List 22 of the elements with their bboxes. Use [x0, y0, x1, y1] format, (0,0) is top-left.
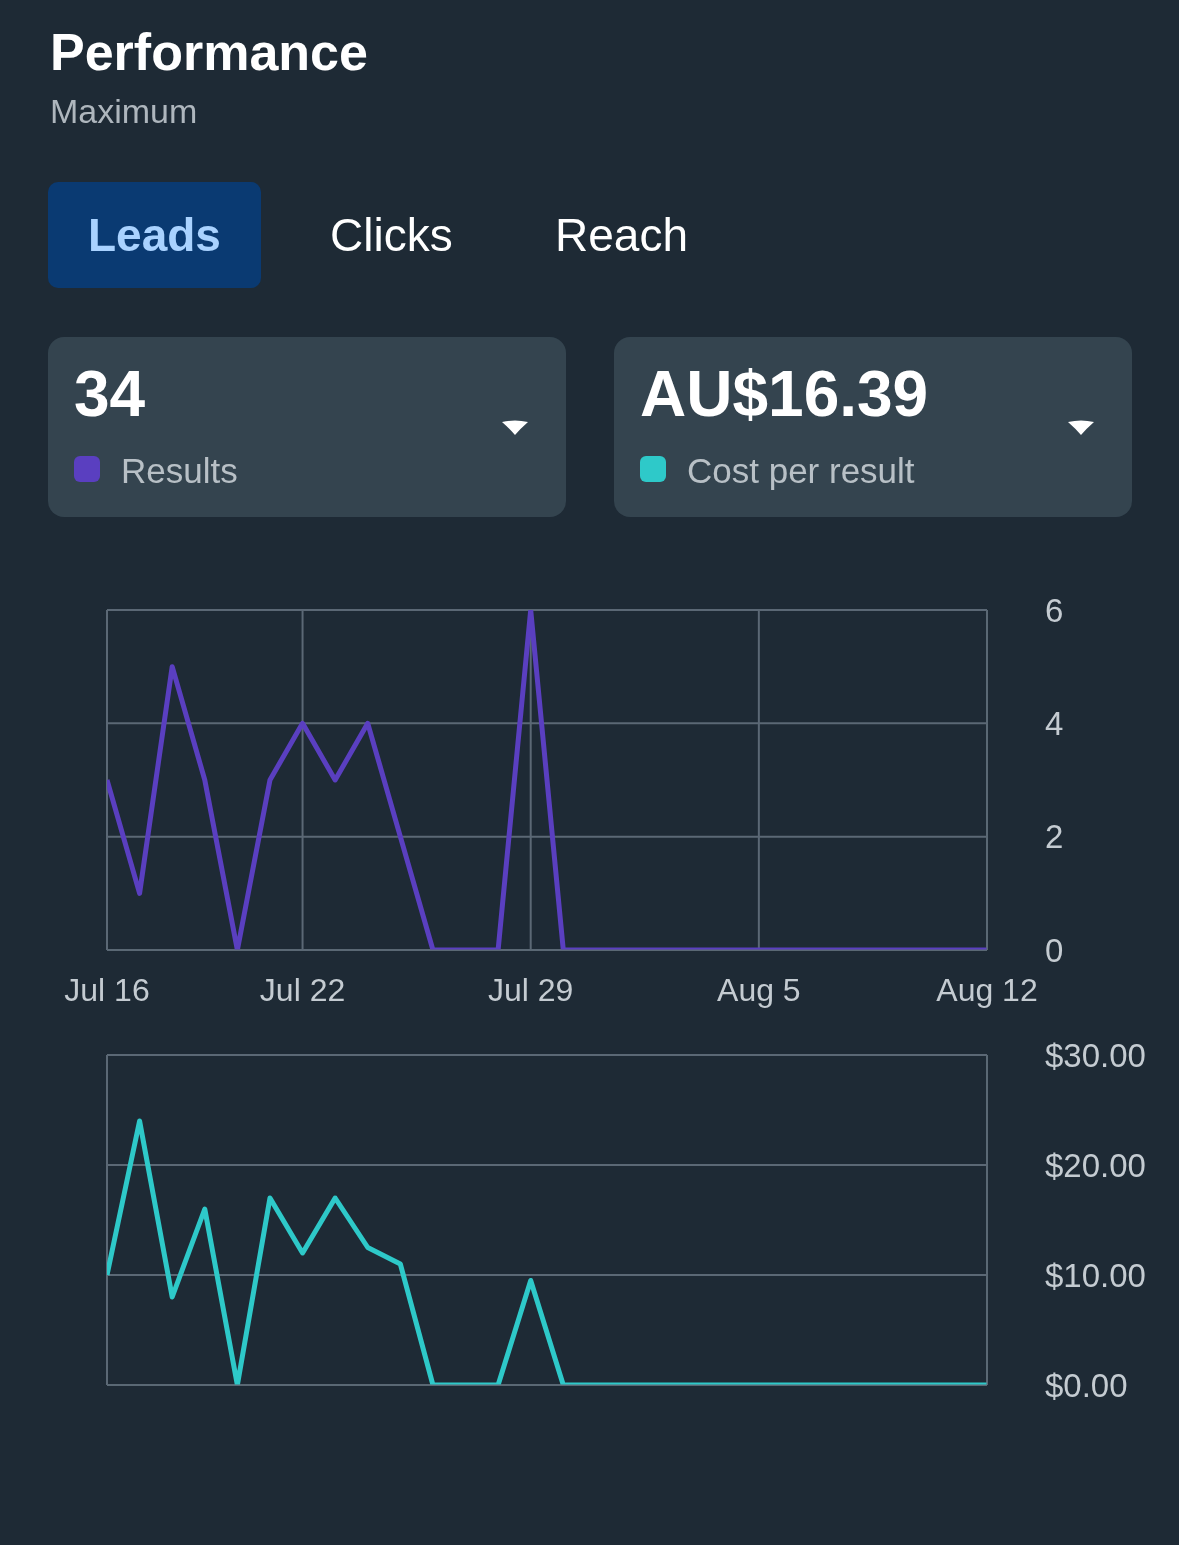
text: AU$16.39 [640, 357, 929, 431]
text: Maximum [50, 92, 198, 131]
text: Performance [50, 22, 368, 82]
x-tick-label: Aug 12 [936, 971, 1038, 1008]
text: 34 [74, 357, 146, 431]
x-tick-label: Jul 29 [488, 971, 574, 1008]
text: Clicks [329, 208, 454, 263]
y-tick-label: 0 [1045, 931, 1064, 969]
y-tick-label: $10.00 [1045, 1256, 1146, 1294]
x-tick-label: Jul 16 [64, 971, 150, 1008]
y-tick-label: 6 [1045, 591, 1064, 629]
y-tick-label: $30.00 [1045, 1036, 1146, 1074]
text: Reach [554, 208, 689, 263]
text: Cost per result [687, 451, 915, 491]
y-tick-label: 2 [1045, 818, 1064, 856]
y-tick-label: $20.00 [1045, 1146, 1146, 1184]
text: Leads [48, 182, 261, 288]
x-tick-label: Jul 22 [259, 971, 346, 1008]
text: Results [121, 451, 238, 491]
y-tick-label: 4 [1045, 705, 1064, 743]
x-tick-label: Aug 5 [717, 971, 801, 1008]
y-tick-label: $0.00 [1045, 1366, 1128, 1404]
